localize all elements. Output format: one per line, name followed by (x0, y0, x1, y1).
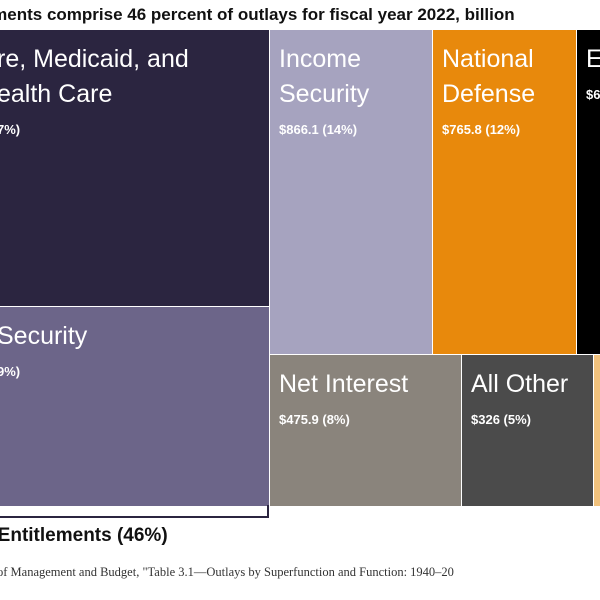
tile-income-security: Income Security $866.1 (14%) (270, 30, 432, 354)
tile-rect (577, 30, 600, 354)
tile-all-other: All Other $326 (5%) (462, 355, 593, 506)
tile-label: ealth Care (0, 80, 112, 108)
tile-value: $6 (586, 87, 600, 102)
tile-value: 7%) (0, 122, 20, 137)
group-label: r Entitlements (46%) (0, 525, 168, 546)
tile-rect (462, 355, 593, 506)
tile-label: Security (0, 322, 88, 350)
tile-label: E (586, 45, 600, 73)
tile-label: Security (279, 80, 370, 108)
tile-value: $866.1 (14%) (279, 122, 357, 137)
tile-rect (0, 30, 269, 306)
tile-rect (270, 30, 432, 354)
source-note: of Management and Budget, "Table 3.1—Out… (0, 565, 454, 579)
tile-value: $326 (5%) (471, 412, 531, 427)
tile-net-interest: Net Interest $475.9 (8%) (270, 355, 461, 506)
tile-unlabeled (594, 355, 600, 506)
tile-label: All Other (471, 370, 568, 398)
tile-rect (433, 30, 576, 354)
tile-social-security: Security 9%) (0, 307, 269, 506)
tile-national-defense: National Defense $765.8 (12%) (433, 30, 576, 354)
major-entitlements-bracket (0, 505, 269, 518)
tile-value: 9%) (0, 364, 20, 379)
tile-rect (270, 355, 461, 506)
tile-value: $475.9 (8%) (279, 412, 350, 427)
chart-title: lements comprise 46 percent of outlays f… (0, 5, 515, 24)
tile-medicare-medicaid-and-other-health-care: re, Medicaid, and ealth Care 7%) (0, 30, 269, 306)
tile-label: re, Medicaid, and (0, 45, 189, 73)
tile-e: E $6 (577, 30, 600, 354)
tile-label: Defense (442, 80, 535, 108)
tile-label: Income (279, 45, 361, 73)
tile-value: $765.8 (12%) (442, 122, 520, 137)
tile-rect (594, 355, 600, 506)
tile-rect (0, 307, 269, 506)
tile-label: National (442, 45, 534, 73)
tile-label: Net Interest (279, 370, 408, 398)
